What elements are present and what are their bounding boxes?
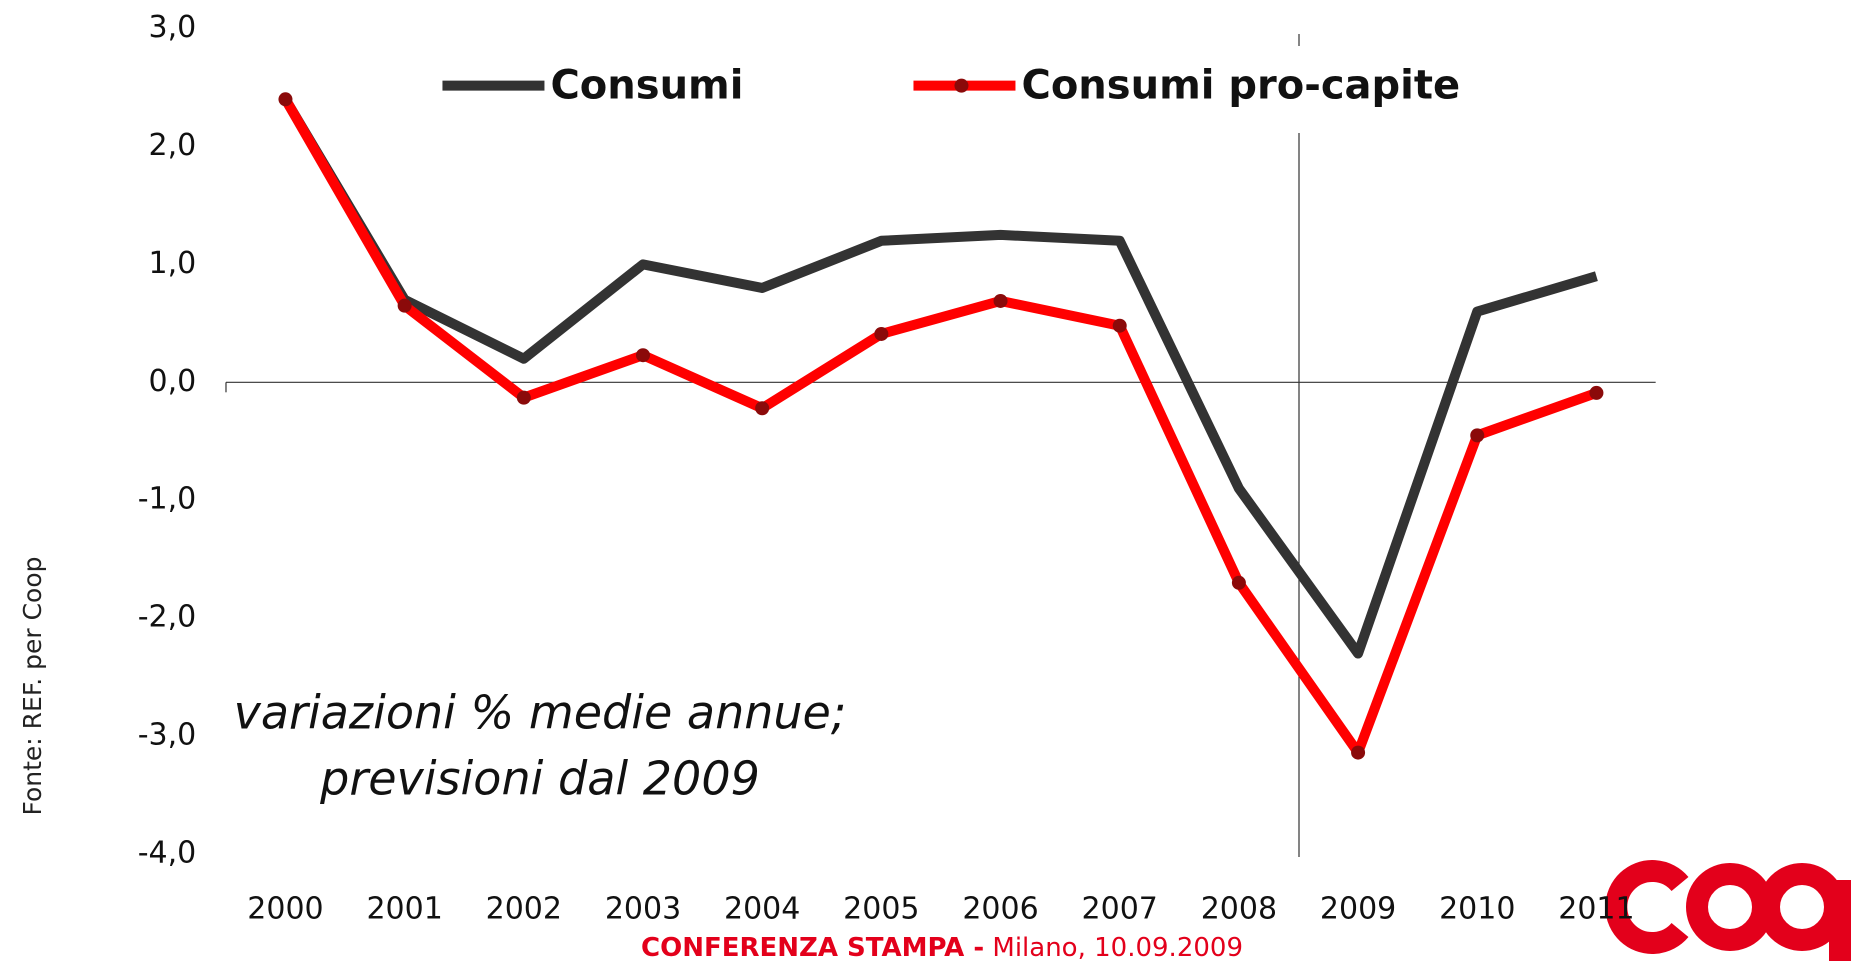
point [397,298,412,313]
x-tick-label: 2011 [1558,891,1634,926]
point [993,293,1008,308]
point [1351,745,1366,760]
x-tick-label: 2003 [605,891,681,926]
point [516,390,531,405]
legend-label: Consumi pro-capite [1021,63,1460,109]
x-tick-label: 2002 [486,891,562,926]
x-tick-label: 2001 [366,891,442,926]
point [278,92,293,107]
legend-marker [954,78,969,93]
annotation: variazioni % medie annue; [234,686,847,740]
x-tick-label: 2009 [1320,891,1396,926]
x-tick-label: 2000 [247,891,323,926]
logo [1605,860,1851,961]
point [1231,575,1246,590]
y-tick-label: -4,0 [138,835,197,870]
source: Fonte: REF. per Coop [18,557,47,816]
annotation: previsioni dal 2009 [319,752,760,806]
point [755,401,770,416]
x-tick-label: 2007 [1082,891,1158,926]
x-tick-label: 2010 [1439,891,1515,926]
y-tick-label: 3,0 [149,10,197,45]
x-tick-label: 2008 [1201,891,1277,926]
y-tick-label: -2,0 [138,600,197,635]
y-tick-label: 2,0 [149,128,197,163]
x-tick-label: 2006 [962,891,1038,926]
point [1589,385,1604,400]
footer: CONFERENZA STAMPA - Milano, 10.09.2009 [641,933,1243,961]
y-tick-label: 1,0 [149,246,197,281]
footer-bold: CONFERENZA STAMPA - [641,933,984,961]
point [874,326,889,341]
legend-label: Consumi [550,63,743,109]
series-line [281,96,1598,659]
x-tick-label: 2005 [843,891,919,926]
point [635,348,650,363]
series-line [281,96,1599,758]
x-tick-label: 2004 [724,891,800,926]
point [1112,318,1127,333]
footer-text: Milano, 10.09.2009 [992,933,1243,961]
y-tick-label: -1,0 [138,482,197,517]
y-tick-label: -3,0 [138,718,197,753]
y-tick-label: 0,0 [149,364,197,399]
point [1470,428,1485,443]
